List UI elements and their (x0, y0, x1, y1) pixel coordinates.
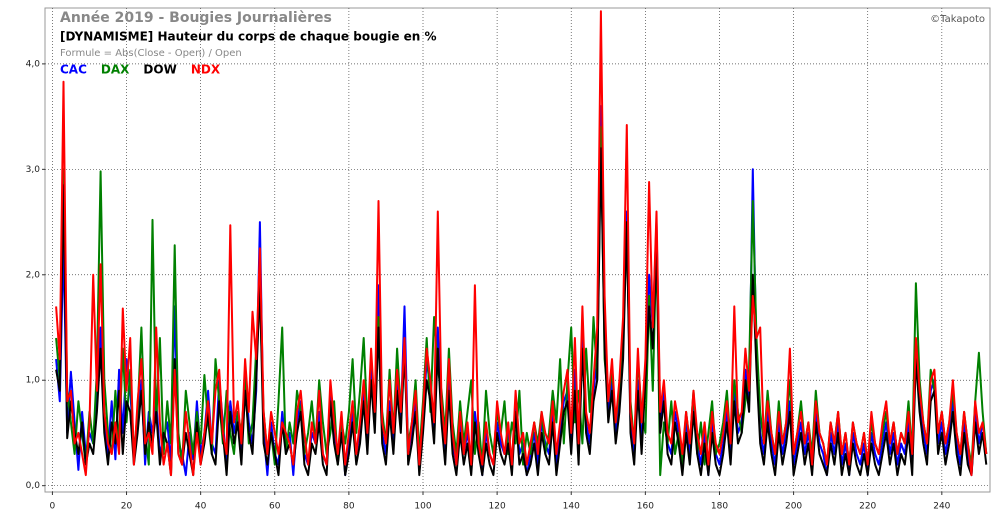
x-tick-label: 220 (859, 502, 876, 512)
x-tick-label: 40 (195, 502, 207, 512)
legend-entry: DAX (101, 63, 130, 77)
x-tick-label: 0 (50, 502, 56, 512)
x-tick-label: 80 (343, 502, 355, 512)
formula: Formule = Abs(Close - Open) / Open (60, 48, 242, 59)
x-tick-label: 60 (269, 502, 281, 512)
legend-entry: CAC (60, 63, 87, 77)
grid: 0,0 1,0 2,0 3,0 4,0 0 20 40 60 80 100 120 140 160 180 2… (26, 8, 990, 512)
chart-title: Année 2019 - Bougies Journalières (60, 10, 332, 26)
x-tick-label: 20 (121, 502, 133, 512)
legend-entry: DOW (143, 63, 176, 77)
x-tick-label: 140 (563, 502, 580, 512)
y-tick-label: 2,0 (26, 270, 41, 280)
lines (55, 10, 988, 477)
x-tick-label: 160 (637, 502, 654, 512)
series-line (55, 10, 988, 477)
legend-entry: NDX (191, 63, 221, 77)
x-tick-label: 240 (933, 502, 950, 512)
subtitle: [DYNAMISME] Hauteur du corps de chaque b… (60, 30, 437, 44)
x-tick-label: 180 (711, 502, 728, 512)
x-tick-label: 100 (414, 502, 431, 512)
series-line (55, 147, 988, 477)
x-tick-label: 200 (785, 502, 802, 512)
y-tick-label: 4,0 (26, 59, 41, 69)
y-tick-label: 1,0 (26, 376, 41, 386)
y-tick-label: 0,0 (26, 481, 41, 491)
credit: ©Takapoto (930, 14, 985, 25)
texts: Année 2019 - Bougies Journalières ©Takap… (60, 10, 985, 77)
x-tick-label: 120 (489, 502, 506, 512)
y-tick-label: 3,0 (26, 165, 41, 175)
